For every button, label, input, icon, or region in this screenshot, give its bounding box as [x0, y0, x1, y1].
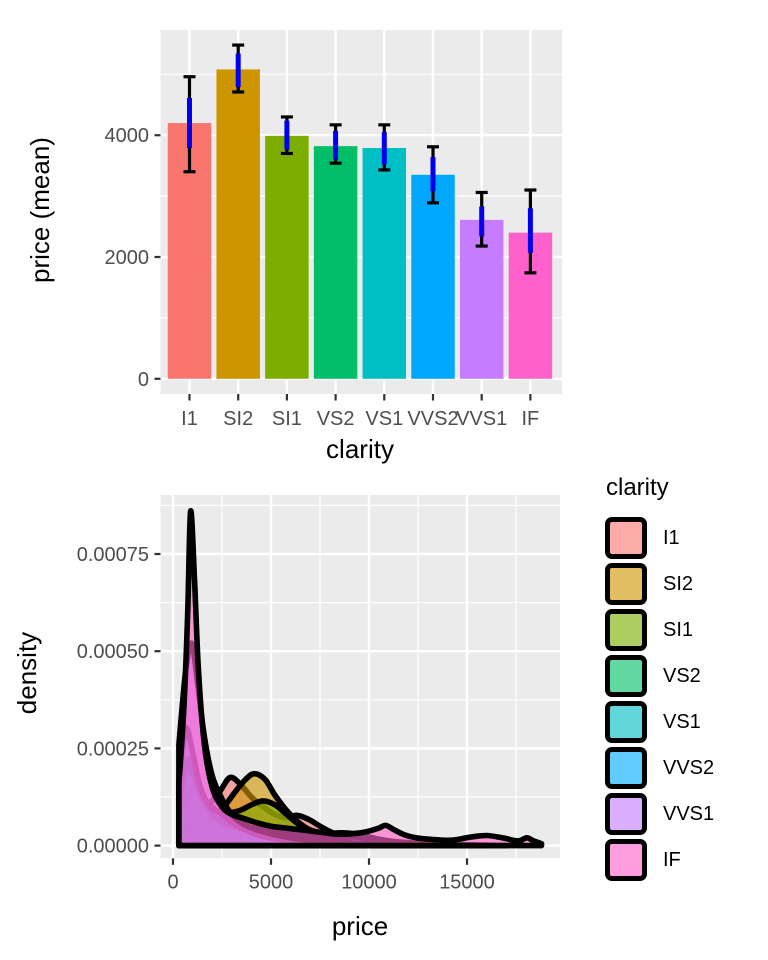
legend-key-VS1 [605, 701, 647, 743]
legend-key-I1 [605, 517, 647, 559]
bar-y-tick-label: 2000 [105, 247, 150, 269]
legend-key-VS2 [605, 655, 647, 697]
bar-x-tick-label: VVS2 [407, 408, 458, 430]
density-x-tick-label: 15000 [439, 872, 495, 894]
legend-label-VVS1: VVS1 [663, 803, 715, 825]
legend-label-SI2: SI2 [663, 573, 694, 595]
legend-label-VVS2: VVS2 [663, 757, 715, 779]
density-curve-IF [176, 508, 545, 849]
legend-label-VS1: VS1 [663, 711, 701, 733]
legend-key-SI1 [605, 609, 647, 651]
density-y-tick-label: 0.00075 [77, 544, 149, 566]
legend-label-SI1: SI1 [663, 619, 694, 641]
legend-key-IF [605, 839, 647, 881]
bar-x-tick-label: IF [522, 408, 540, 430]
density-y-axis-title: density [12, 631, 42, 715]
legend-key-VVS1 [605, 793, 647, 835]
bar-y-tick-label: 4000 [105, 125, 150, 147]
bar-x-tick-label: I1 [181, 408, 198, 430]
legend-key-SI2 [605, 563, 647, 605]
bar-x-axis-title: clarity [326, 434, 394, 464]
bar-SI1 [265, 135, 309, 379]
density-x-axis-title: price [331, 911, 389, 941]
legend-key-VVS2 [605, 747, 647, 789]
density-y-tick-label: 0.00050 [77, 641, 149, 663]
density-y-tick-label: 0.00025 [77, 738, 149, 760]
bar-x-tick-label: SI1 [272, 408, 302, 430]
legend-label-I1: I1 [663, 527, 680, 549]
density-x-tick-label: 5000 [249, 872, 294, 894]
bar-VVS2 [411, 174, 455, 379]
bar-SI2 [216, 69, 260, 379]
legend-title: clarity [606, 474, 669, 501]
bar-x-tick-label: VS2 [317, 408, 355, 430]
bar-VS2 [313, 146, 358, 379]
density-x-tick-label: 0 [167, 872, 178, 894]
bar-x-tick-label: VS1 [365, 408, 403, 430]
density-x-tick-label: 10000 [341, 872, 397, 894]
bar-VS1 [362, 147, 407, 379]
bar-y-axis-title: price (mean) [25, 137, 55, 283]
legend-label-VS2: VS2 [663, 665, 701, 687]
bar-y-tick-label: 0 [138, 369, 149, 391]
bar-x-tick-label: VVS1 [456, 408, 507, 430]
legend-label-IF: IF [663, 849, 681, 871]
bar-x-tick-label: SI2 [223, 408, 253, 430]
density-y-tick-label: 0.00000 [77, 836, 149, 858]
